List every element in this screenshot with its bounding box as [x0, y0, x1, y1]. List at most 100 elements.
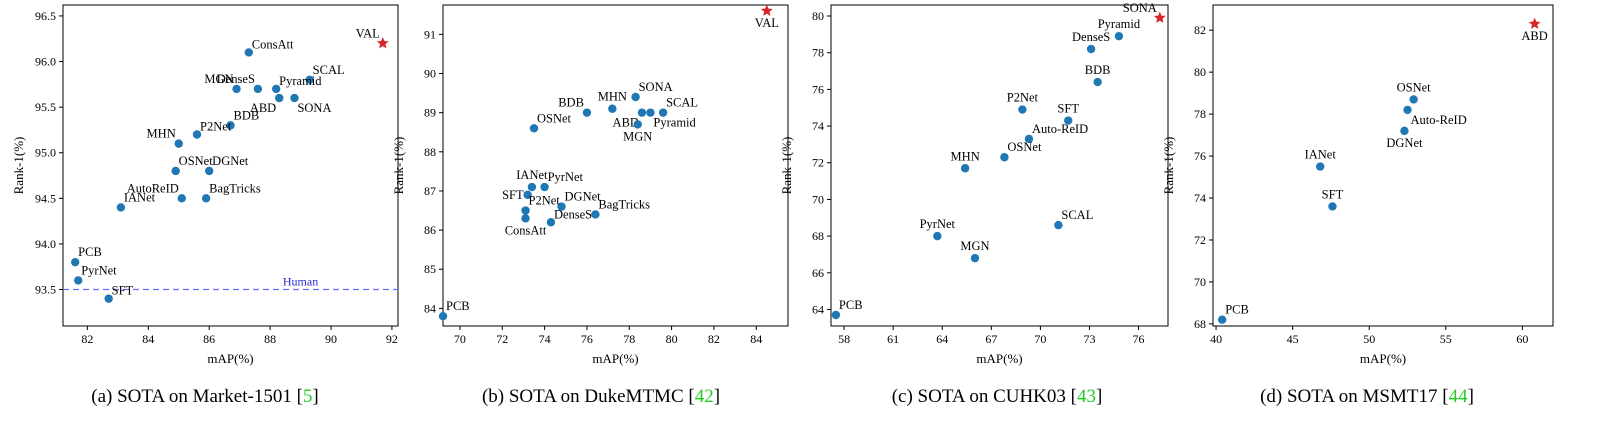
x-tick-label: 45 — [1287, 332, 1299, 346]
data-point — [192, 130, 202, 139]
point-label: SONA — [639, 80, 673, 94]
y-tick-label: 68 — [1194, 317, 1206, 331]
x-tick-label: 84 — [750, 332, 762, 346]
highlight-point — [760, 4, 773, 16]
data-point — [275, 93, 284, 103]
y-tick-label: 70 — [812, 192, 824, 206]
data-point — [116, 203, 126, 212]
data-point — [631, 92, 640, 102]
chart-panel-4: 40 45 50 55 60 68 70 72 74 76 78 80 82 mAP(%) Rank-1(%… — [1161, 4, 1554, 407]
point-label: Pyramid — [279, 74, 322, 88]
x-axis-label: mAP(%) — [592, 351, 638, 366]
point-label: DGNet — [565, 190, 602, 204]
y-tick-label: 89 — [424, 106, 436, 120]
y-tick-label: 80 — [1194, 65, 1206, 79]
y-tick-label: 96.0 — [35, 55, 56, 69]
y-tick-label: 76 — [1194, 149, 1206, 163]
data-point — [529, 124, 539, 133]
y-tick-label: 66 — [812, 266, 824, 280]
point-label: PyrNet — [920, 217, 956, 231]
data-point — [527, 182, 537, 192]
y-tick-label: 74 — [1194, 191, 1206, 205]
point-label: ABD — [1521, 29, 1547, 43]
point-label: SFT — [1057, 102, 1079, 116]
data-point — [438, 312, 448, 321]
x-tick-label: 82 — [708, 332, 720, 346]
point-label: ConsAtt — [505, 223, 547, 237]
point-label: DenseS — [554, 207, 592, 221]
caption-text: (b) SOTA on DukeMTMC [ — [482, 386, 695, 407]
y-tick-label: 84 — [424, 301, 436, 315]
point-label: MHN — [598, 90, 627, 104]
data-point — [1217, 315, 1227, 324]
y-tick-label: 96.5 — [35, 9, 56, 23]
caption-text: (a) SOTA on Market-1501 [ — [91, 386, 303, 407]
y-axis-label: Rank-1(%) — [391, 137, 406, 195]
point-label: IANet — [516, 168, 548, 182]
caption-citation: 42 — [695, 386, 714, 407]
x-tick-label: 78 — [623, 332, 635, 346]
data-point — [1403, 105, 1412, 115]
y-axis-label: Rank-1(%) — [11, 137, 26, 195]
data-point — [1400, 126, 1409, 136]
point-label: P2Net — [200, 119, 232, 133]
plot-frame — [62, 4, 399, 327]
y-tick-label: 95.5 — [35, 100, 56, 114]
panel-caption: (d) SOTA on MSMT17 [44] — [1260, 386, 1474, 407]
data-point — [1086, 44, 1096, 54]
x-axis-label: mAP(%) — [1360, 351, 1406, 366]
point-label: SFT — [1322, 187, 1344, 201]
data-point — [546, 218, 556, 227]
x-tick-label: 64 — [936, 332, 948, 346]
x-tick-label: 55 — [1440, 332, 1452, 346]
point-label: BDB — [1085, 63, 1111, 77]
caption-citation: 43 — [1077, 386, 1096, 407]
point-label: AutoReID — [127, 181, 179, 195]
y-axis-label: Rank-1(%) — [1161, 137, 1176, 195]
point-label: OSNet — [1007, 140, 1042, 154]
x-tick-label: 67 — [985, 332, 997, 346]
point-label: Pyramid — [653, 116, 696, 130]
point-label: DGNet — [1386, 136, 1423, 150]
y-tick-label: 94.5 — [35, 191, 56, 205]
data-point — [232, 84, 241, 94]
data-point — [305, 75, 314, 84]
x-tick-label: 72 — [496, 332, 508, 346]
point-label: Auto-ReID — [1411, 113, 1467, 127]
x-tick-label: 70 — [454, 332, 466, 346]
y-tick-label: 72 — [812, 156, 824, 170]
point-label: DGNet — [212, 154, 249, 168]
point-label: OSNet — [1397, 80, 1432, 94]
data-point — [1328, 202, 1337, 211]
y-tick-label: 72 — [1194, 233, 1206, 247]
y-tick-label: 74 — [812, 119, 824, 133]
x-tick-label: 50 — [1363, 332, 1375, 346]
x-axis-label: mAP(%) — [976, 351, 1022, 366]
point-label: VAL — [755, 16, 779, 30]
x-tick-label: 74 — [539, 332, 551, 346]
caption-close-bracket: ] — [714, 386, 720, 407]
point-label: PCB — [1225, 303, 1249, 317]
point-label: PCB — [446, 299, 470, 313]
caption-text: (c) SOTA on CUHK03 [ — [892, 386, 1077, 407]
data-point — [70, 257, 80, 267]
point-label: PyrNet — [81, 263, 117, 277]
point-label: SONA — [297, 101, 331, 115]
caption-text: (d) SOTA on MSMT17 [ — [1260, 386, 1449, 407]
y-tick-label: 82 — [1194, 23, 1206, 37]
data-point — [253, 84, 263, 94]
data-point — [658, 108, 668, 117]
chart-panel-2: 70 72 74 76 78 80 82 84 84 85 86 87 88 89 90 91 mAP(%) Ra… — [391, 4, 789, 407]
x-tick-label: 73 — [1083, 332, 1095, 346]
panel-caption: (c) SOTA on CUHK03 [43] — [892, 386, 1103, 407]
caption-citation: 5 — [303, 386, 313, 407]
x-tick-label: 60 — [1516, 332, 1528, 346]
plot-frame — [830, 4, 1169, 327]
data-point — [1054, 220, 1063, 230]
caption-citation: 44 — [1449, 386, 1469, 407]
data-point — [646, 108, 655, 117]
point-label: DenseS — [1072, 30, 1110, 44]
data-point — [591, 210, 600, 219]
data-point — [1064, 116, 1073, 125]
data-point — [521, 206, 530, 215]
